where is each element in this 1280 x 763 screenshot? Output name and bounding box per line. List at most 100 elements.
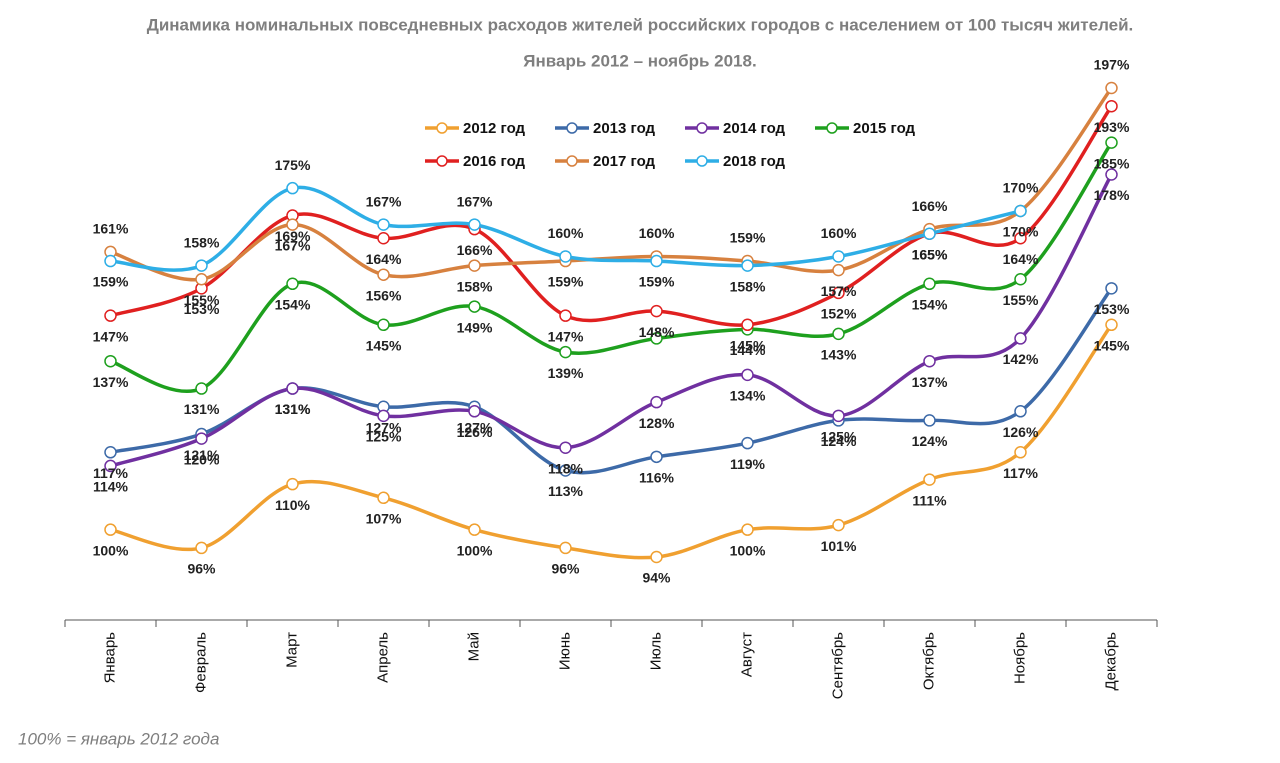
point <box>286 277 299 291</box>
data-label: 137% <box>93 374 129 390</box>
data-label: 158% <box>730 278 766 294</box>
x-tick-label: Февраль <box>192 632 209 693</box>
point <box>104 354 117 368</box>
point <box>286 218 299 231</box>
point <box>650 395 663 409</box>
point <box>832 286 845 300</box>
series-line <box>109 141 1113 393</box>
point <box>1014 272 1027 286</box>
x-tick-label: Январь <box>101 632 118 684</box>
point <box>559 309 572 322</box>
point <box>377 268 390 281</box>
series-line <box>110 323 1113 560</box>
point <box>832 327 845 341</box>
data-label: 165% <box>912 246 948 262</box>
point <box>1105 168 1118 181</box>
point <box>650 304 663 318</box>
point <box>741 259 754 272</box>
data-label: 126% <box>1003 424 1039 440</box>
point <box>1105 136 1118 149</box>
data-label: 145% <box>730 337 766 353</box>
x-tick-label: Июль <box>647 632 664 670</box>
point <box>559 541 572 555</box>
point <box>832 263 845 277</box>
data-label: 155% <box>184 292 220 308</box>
legend-label: 2012 год <box>463 120 526 137</box>
point <box>1105 318 1118 332</box>
point <box>650 550 663 564</box>
point <box>286 477 299 491</box>
legend-label: 2016 год <box>463 153 526 170</box>
data-label: 197% <box>1094 57 1130 73</box>
data-label: 152% <box>821 306 857 322</box>
data-label: 159% <box>639 274 675 290</box>
data-label: 100% <box>730 542 766 558</box>
data-label: 149% <box>457 319 493 335</box>
point <box>1105 99 1118 113</box>
series-line <box>109 105 1113 327</box>
data-label: 147% <box>548 328 584 344</box>
data-label: 113% <box>548 483 584 499</box>
data-label: 148% <box>639 324 675 340</box>
data-label: 159% <box>93 274 129 290</box>
data-label: 170% <box>1003 180 1039 196</box>
point <box>104 309 117 322</box>
data-label: 165% <box>912 246 948 262</box>
data-label: 166% <box>912 198 948 214</box>
point <box>923 227 936 240</box>
data-label: 124% <box>821 433 857 449</box>
data-label: 169% <box>275 228 311 244</box>
point <box>468 405 481 418</box>
legend-label: 2017 год <box>593 153 656 170</box>
data-label: 155% <box>1003 292 1039 308</box>
data-label: 164% <box>1003 251 1039 267</box>
data-label: 118% <box>548 460 584 476</box>
data-label: 158% <box>457 278 493 294</box>
data-label: 114% <box>93 479 129 495</box>
legend-marker <box>436 155 448 167</box>
point <box>195 541 208 555</box>
point <box>104 523 117 536</box>
point <box>1014 446 1027 459</box>
data-label: 167% <box>275 237 311 253</box>
point <box>468 300 481 313</box>
data-label: 145% <box>366 337 402 353</box>
data-label: 110% <box>275 497 311 513</box>
legend-marker <box>436 122 448 134</box>
point <box>832 409 845 423</box>
x-tick-label: Август <box>738 632 755 677</box>
data-label: 147% <box>93 328 129 344</box>
data-label: 145% <box>1094 337 1130 353</box>
x-tick-label: Апрель <box>374 632 391 683</box>
data-label: 128% <box>639 415 675 431</box>
data-label: 154% <box>912 296 948 312</box>
point <box>377 232 390 245</box>
legend-marker <box>826 122 838 134</box>
data-label: 131% <box>275 401 311 417</box>
data-label: 166% <box>457 242 493 258</box>
legend-marker <box>566 155 578 167</box>
point <box>1014 232 1027 245</box>
point <box>195 432 208 445</box>
x-tick-label: Ноябрь <box>1011 632 1028 684</box>
data-label: 96% <box>187 561 216 577</box>
point <box>104 446 117 459</box>
data-label: 117% <box>93 465 129 481</box>
data-label: 154% <box>275 296 311 312</box>
data-label: 117% <box>1003 465 1039 481</box>
note: 100% = январь 2012 года <box>18 729 219 748</box>
point <box>286 382 299 395</box>
point <box>377 409 390 423</box>
point <box>832 518 845 532</box>
x-tick-label: Октябрь <box>920 632 937 690</box>
point <box>741 523 754 536</box>
data-label: 164% <box>366 251 402 267</box>
data-label: 167% <box>457 193 493 209</box>
data-label: 170% <box>1003 224 1039 240</box>
point <box>559 250 572 263</box>
legend-label: 2015 год <box>853 120 916 137</box>
data-label: 127% <box>457 419 493 435</box>
legend-label: 2014 год <box>723 120 786 137</box>
point <box>377 318 390 332</box>
point <box>559 345 572 359</box>
